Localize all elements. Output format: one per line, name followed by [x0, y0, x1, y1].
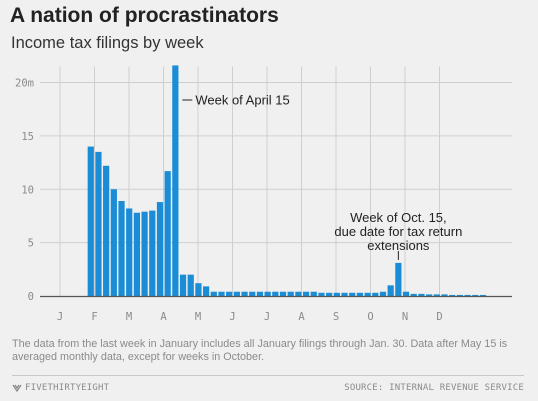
bar [464, 294, 471, 296]
bar [110, 189, 117, 296]
bar [218, 291, 225, 296]
bar [433, 294, 440, 296]
x-tick-label: J [57, 311, 63, 323]
x-tick-label: A [298, 311, 305, 323]
fivethirtyeight-logo-icon [12, 384, 22, 393]
bar [364, 292, 371, 296]
bar [141, 211, 148, 296]
bar [118, 200, 125, 296]
bar [326, 292, 333, 296]
y-tick-label: 10 [21, 184, 34, 196]
footer-divider [12, 375, 524, 376]
annotation-text: extensions [367, 238, 430, 253]
bar [126, 208, 133, 296]
bar [395, 262, 402, 296]
bar [310, 291, 317, 296]
footnote: The data from the last week in January i… [12, 338, 508, 363]
bar [410, 293, 417, 296]
y-axis-ticks: 0 5 10 15 20m [15, 78, 34, 303]
bar [456, 294, 463, 296]
bar [172, 65, 179, 296]
bar [341, 292, 348, 296]
annotation-text: Week of April 15 [195, 93, 289, 108]
bar [103, 165, 110, 296]
bar [187, 274, 194, 296]
source-credit: SOURCE: INTERNAL REVENUE SERVICE [344, 383, 524, 393]
x-tick-label: S [333, 311, 339, 323]
x-tick-label: A [160, 311, 167, 323]
x-tick-label: D [436, 311, 442, 323]
bar [195, 283, 202, 296]
annotation-text: Week of Oct. 15, [350, 210, 447, 225]
bar [302, 291, 310, 296]
bar [226, 291, 233, 296]
chart-subtitle: Income tax filings by week [11, 34, 204, 52]
y-tick-label: 20m [15, 78, 34, 90]
bar [203, 286, 210, 296]
x-tick-label: O [367, 311, 373, 323]
bar [87, 146, 94, 296]
bar [356, 292, 364, 296]
bar [349, 292, 356, 296]
bar [133, 212, 140, 296]
bar [333, 292, 340, 296]
bar [249, 291, 256, 296]
bars [87, 65, 487, 296]
bar [210, 291, 217, 296]
bar [272, 291, 279, 296]
bar [387, 285, 394, 296]
bar [233, 291, 240, 296]
bar [379, 291, 387, 296]
bar [295, 291, 302, 296]
bar [279, 291, 287, 296]
x-tick-label: F [91, 311, 97, 323]
bar [318, 292, 325, 296]
brand-name: FIVETHIRTYEIGHT [25, 383, 110, 393]
y-tick-label: 5 [28, 238, 34, 250]
bar [418, 293, 425, 296]
x-tick-label: M [195, 311, 201, 323]
bar [264, 291, 271, 296]
bar [241, 291, 248, 296]
bar [449, 294, 456, 296]
x-tick-label: M [126, 311, 132, 323]
bar [95, 151, 102, 296]
bar [156, 202, 164, 296]
x-tick-label: N [402, 311, 408, 323]
bar [472, 294, 479, 296]
bar [402, 291, 410, 296]
x-tick-label: J [229, 311, 235, 323]
chart-title: A nation of procrastinators [10, 4, 279, 27]
bar [256, 291, 264, 296]
x-tick-label: J [264, 311, 270, 323]
bar [287, 291, 294, 296]
bar [426, 294, 433, 296]
bar [372, 292, 379, 296]
y-tick-label: 15 [21, 131, 34, 143]
bar [179, 274, 187, 296]
annotation-text: due date for tax return [334, 224, 462, 239]
annotations: Week of April 15 Week of Oct. 15,due date… [182, 93, 462, 260]
y-tick-label: 0 [28, 291, 34, 303]
bar [149, 210, 156, 296]
bar [164, 171, 171, 296]
bar [479, 294, 487, 296]
brand: FIVETHIRTYEIGHT [12, 383, 109, 393]
bar [441, 294, 448, 296]
